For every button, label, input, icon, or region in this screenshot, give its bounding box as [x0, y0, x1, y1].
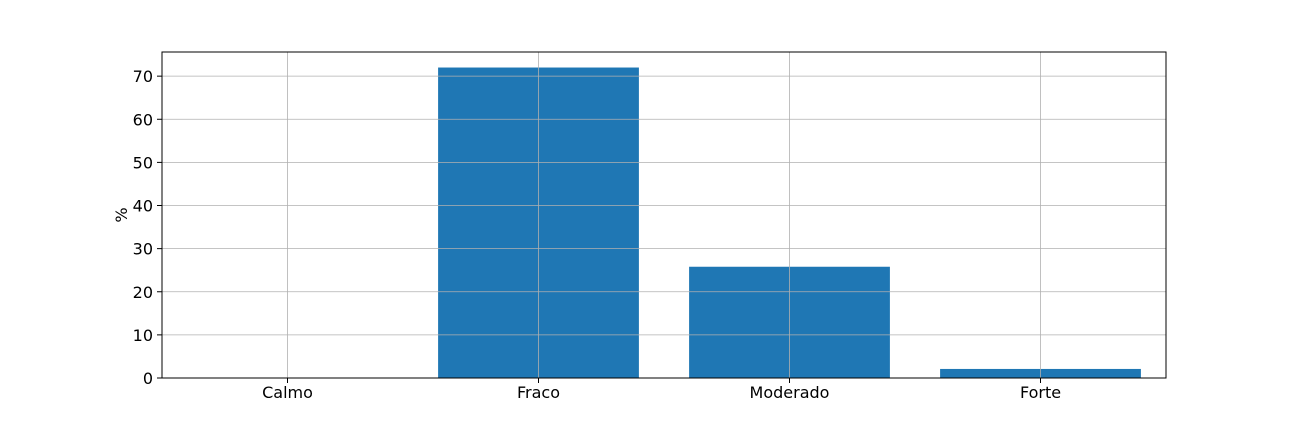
x-axis: Calmo Fraco Moderado Forte [262, 378, 1061, 402]
y-axis: 0 10 20 30 40 50 60 70 [133, 67, 162, 388]
y-tick-label: 60 [133, 110, 153, 129]
y-tick-label: 0 [143, 369, 153, 388]
y-tick-label: 10 [133, 326, 153, 345]
y-tick-label: 70 [133, 67, 153, 86]
y-axis-label: % [112, 207, 131, 222]
grid [162, 52, 1166, 379]
plot-frame [161, 51, 1167, 379]
y-tick-label: 30 [133, 240, 153, 259]
y-tick-label: 40 [133, 197, 153, 216]
x-tick-label: Moderado [750, 383, 830, 402]
x-tick-label: Calmo [262, 383, 313, 402]
y-tick-label: 20 [133, 283, 153, 302]
x-tick-label: Forte [1020, 383, 1061, 402]
x-tick-label: Fraco [517, 383, 560, 402]
y-tick-label: 50 [133, 153, 153, 172]
